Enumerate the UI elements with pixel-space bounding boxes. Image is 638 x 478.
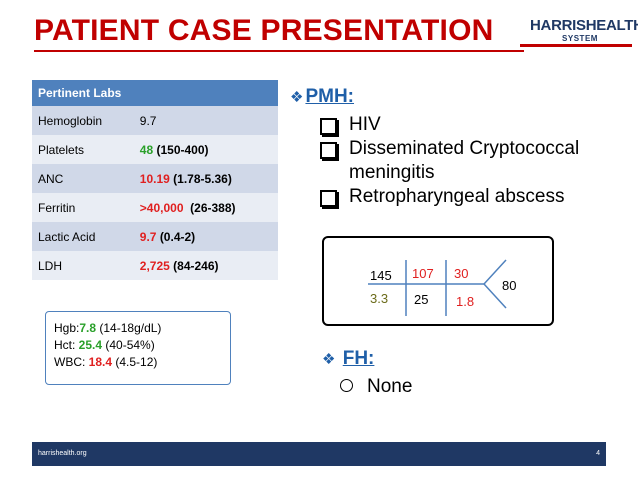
cbc-box: Hgb:7.8 (14-18g/dL) Hct: 25.4 (40-54%) W…: [45, 311, 231, 385]
logo-accent-bar: [520, 44, 632, 47]
fishbone-bun: 30: [454, 266, 469, 281]
logo-subtitle: SYSTEM: [562, 34, 598, 43]
cbc-hgb-line: Hgb:7.8 (14-18g/dL): [54, 320, 230, 337]
fishbone-glucose: 80: [502, 278, 517, 293]
table-row: Platelets 48 (150-400): [32, 135, 278, 164]
lab-value-number: 9.7: [139, 113, 157, 128]
pmh-list: HIV Disseminated Cryptococcal meningitis…: [320, 113, 610, 209]
lab-value: >40,000 (26-388): [133, 193, 278, 222]
list-item: HIV: [320, 113, 610, 137]
footer-bar: harrishealth.org 4: [32, 442, 606, 466]
fishbone-na: 145: [370, 268, 392, 283]
table-row: Lactic Acid 9.7 (0.4-2): [32, 222, 278, 251]
lab-range: (0.4-2): [159, 229, 196, 244]
list-item: Retropharyngeal abscess: [320, 185, 610, 209]
cbc-hgb-value: 7.8: [79, 321, 97, 335]
cbc-wbc-line: WBC: 18.4 (4.5-12): [54, 354, 230, 371]
fh-item-text: None: [367, 376, 413, 397]
pmh-item-text: Retropharyngeal abscess: [349, 186, 565, 207]
table-row: Hemoglobin 9.7: [32, 106, 278, 135]
fishbone-lines: [368, 259, 507, 316]
list-item: Disseminated Cryptococcal meningitis: [320, 137, 610, 185]
lab-value: 10.19 (1.78-5.36): [133, 164, 278, 193]
lab-range: (1.78-5.36): [173, 171, 232, 186]
diamond-bullet-icon: ❖: [322, 351, 336, 368]
fh-heading-label: FH:: [342, 348, 375, 369]
table-row: LDH 2,725 (84-246): [32, 251, 278, 280]
cbc-hct-range: (40-54%): [102, 338, 155, 352]
lab-name: ANC: [32, 164, 134, 193]
pmh-item-text: Disseminated Cryptococcal meningitis: [349, 138, 580, 183]
slide-title: PATIENT CASE PRESENTATION: [34, 14, 494, 47]
checkbox-bullet-icon: [320, 190, 337, 207]
checkbox-bullet-icon: [320, 118, 337, 135]
lab-value: 9.7 (0.4-2): [133, 222, 278, 251]
title-underline: [34, 50, 524, 52]
lab-value-number: >40,000: [139, 200, 184, 215]
lab-value-number: 9.7: [139, 229, 157, 244]
labs-header: Pertinent Labs: [32, 80, 278, 106]
cbc-wbc-range: (4.5-12): [112, 355, 158, 369]
lab-value: 2,725 (84-246): [133, 251, 278, 280]
fishbone-cl: 107: [412, 266, 434, 281]
lab-range: (150-400): [156, 142, 209, 157]
lab-value-number: 48: [139, 142, 154, 157]
cbc-wbc-value: 18.4: [88, 355, 113, 369]
pmh-heading-label: PMH:: [305, 86, 355, 107]
cbc-hct-label: Hct:: [54, 338, 79, 352]
fh-heading: ❖ FH:: [322, 348, 374, 370]
lab-name: LDH: [32, 251, 134, 280]
fishbone-co2: 25: [414, 292, 429, 307]
checkbox-bullet-icon: [320, 142, 337, 159]
pmh-heading: ❖ PMH:: [290, 86, 354, 108]
circle-bullet-icon: [340, 379, 353, 392]
lab-value-number: 2,725: [139, 258, 170, 273]
cbc-hct-line: Hct: 25.4 (40-54%): [54, 337, 230, 354]
lab-range: (84-246): [173, 258, 219, 273]
fishbone-k: 3.3: [370, 291, 389, 306]
pertinent-labs-table: Pertinent Labs Hemoglobin 9.7 Platelets …: [32, 80, 278, 280]
bmp-fishbone-diagram: 145 107 30 80 3.3 25 1.8: [322, 236, 554, 326]
cbc-hct-value: 25.4: [78, 338, 103, 352]
lab-name: Lactic Acid: [32, 222, 134, 251]
cbc-hgb-label: Hgb:: [54, 321, 80, 335]
footer-site: harrishealth.org: [38, 450, 87, 457]
cbc-hgb-range: (14-18g/dL): [96, 321, 162, 335]
lab-name: Hemoglobin: [32, 106, 134, 135]
lab-value-number: 10.19: [139, 171, 170, 186]
table-row: Ferritin >40,000 (26-388): [32, 193, 278, 222]
lab-value: 9.7: [133, 106, 278, 135]
fishbone-cr: 1.8: [456, 294, 475, 309]
table-row: ANC 10.19 (1.78-5.36): [32, 164, 278, 193]
pmh-item-text: HIV: [349, 114, 381, 135]
page-number: 4: [596, 450, 600, 457]
logo-wordmark: HARRISHEALTH: [530, 17, 638, 34]
lab-name: Ferritin: [32, 193, 134, 222]
lab-value: 48 (150-400): [133, 135, 278, 164]
lab-range: (26-388): [190, 200, 236, 215]
harris-health-logo: HARRISHEALTH SYSTEM: [530, 17, 638, 44]
lab-name: Platelets: [32, 135, 134, 164]
cbc-wbc-label: WBC:: [54, 355, 89, 369]
diamond-bullet-icon: ❖: [290, 89, 304, 106]
list-item: None: [340, 376, 412, 398]
